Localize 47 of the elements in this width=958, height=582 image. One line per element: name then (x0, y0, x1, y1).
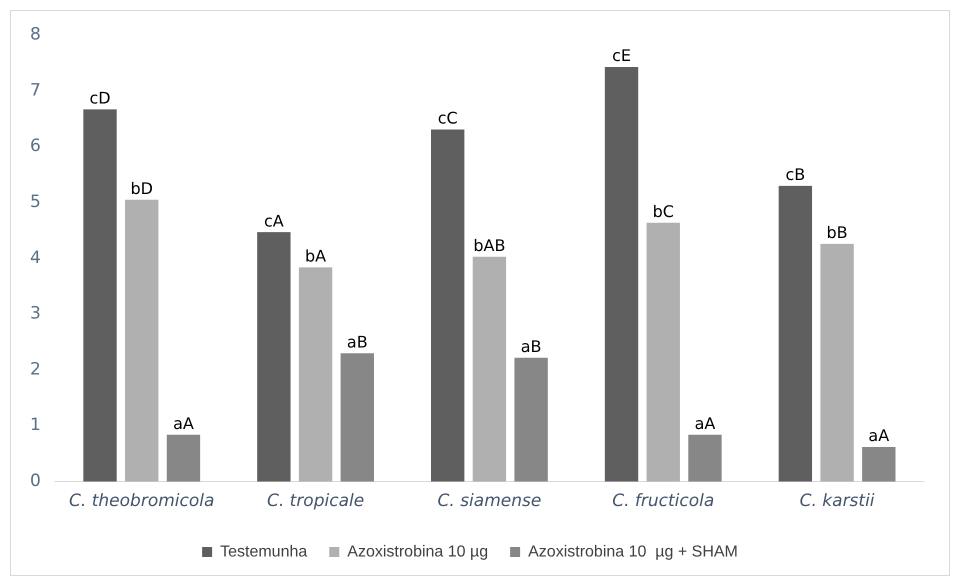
y-tick-label: 3 (30, 304, 41, 324)
x-tick-label: C. karstii (800, 491, 875, 512)
data-label: aA (173, 414, 194, 433)
y-tick-label: 0 (30, 471, 41, 492)
bar (298, 267, 332, 482)
bar (472, 256, 506, 482)
data-label: aB (346, 332, 368, 352)
y-tick-label: 6 (30, 136, 41, 156)
legend-label: Azoxistrobina 10 µg (347, 543, 488, 560)
bar (820, 244, 854, 482)
y-tick-label: 7 (30, 80, 41, 100)
data-label: bD (130, 178, 153, 198)
data-label: aB (520, 336, 542, 356)
bar (340, 353, 374, 482)
bar (604, 67, 638, 482)
data-label: bAB (473, 236, 506, 255)
data-label: cC (438, 108, 458, 128)
data-label: bA (305, 246, 326, 266)
data-label: bC (652, 202, 674, 221)
x-tick-label: C. siamense (438, 491, 542, 512)
bar (83, 109, 117, 482)
y-tick-label: 5 (30, 192, 41, 212)
legend-label: Azoxistrobina 10 µg + SHAM (528, 543, 738, 560)
bar (778, 186, 812, 482)
legend-label: Testemunha (220, 543, 308, 560)
data-label: cD (89, 88, 111, 108)
bar (257, 232, 291, 482)
data-label: bB (826, 223, 848, 242)
data-label: aA (868, 426, 890, 446)
y-tick-label: 1 (30, 415, 41, 436)
y-tick-label: 2 (30, 359, 41, 380)
data-label: aA (694, 414, 716, 433)
y-tick-label: 4 (30, 248, 41, 268)
bar (688, 434, 722, 482)
x-tick-label: C. theobromicola (69, 491, 214, 512)
bar (646, 222, 680, 482)
bar (125, 200, 158, 482)
data-label: cA (264, 211, 284, 230)
bar (431, 130, 464, 482)
data-label: cB (785, 165, 806, 184)
y-tick-label: 8 (30, 24, 41, 45)
data-label: cE (612, 46, 631, 66)
x-tick-label: C. tropicale (266, 491, 364, 512)
bar (862, 447, 896, 482)
x-tick-label: C. fructicola (612, 491, 714, 512)
bar (166, 434, 200, 482)
bar (514, 358, 548, 482)
